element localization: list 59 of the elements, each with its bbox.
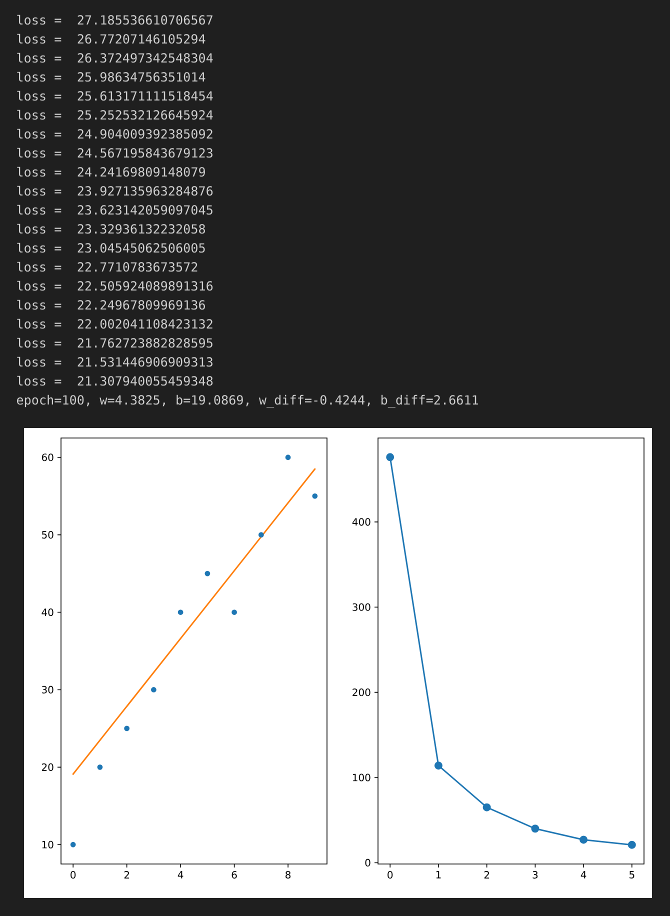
text: loss = 26.372497342548304 — [17, 52, 213, 63]
text: loss = 24.904009392385092 — [17, 128, 212, 139]
y-tick-label: 400 — [352, 518, 370, 526]
y-tick-label: 30 — [42, 686, 54, 694]
point — [386, 453, 394, 462]
text: loss = 24.24169809148079 — [17, 166, 205, 177]
y-tick-label: 100 — [352, 774, 370, 782]
point — [232, 610, 237, 615]
x-tick-label: 4 — [178, 871, 184, 878]
point — [150, 687, 156, 692]
x-tick-label: 6 — [232, 871, 237, 879]
text: loss = 22.002041108423132 — [17, 318, 212, 329]
point — [312, 493, 318, 499]
point — [285, 454, 291, 460]
y-tick-label: 60 — [42, 454, 54, 462]
text: loss = 23.927135963284876 — [17, 186, 213, 196]
point — [204, 570, 210, 576]
text: loss = 26.77207146105294 — [17, 34, 206, 44]
point — [178, 610, 184, 615]
text: loss = 27.185536610706567 — [17, 14, 212, 25]
y-tick-label: 300 — [352, 603, 370, 611]
text: loss = 23.32936132232058 — [17, 224, 206, 234]
text: epoch=100, w=4.3825, b=19.0869, w_diff=-0.4244, b_diff=2.6611 — [16, 394, 478, 408]
y-tick-label: 200 — [352, 688, 370, 696]
point — [124, 726, 130, 732]
point — [97, 764, 103, 770]
x-tick-label: 1 — [436, 871, 441, 878]
x-tick-label: 0 — [388, 871, 393, 879]
text: loss = 22.24967809969136 — [17, 300, 206, 310]
text: loss = 21.762723882828595 — [17, 338, 212, 348]
point — [258, 532, 264, 538]
text: loss = 23.04545062506005 — [17, 242, 205, 253]
x-tick-label: 4 — [580, 871, 586, 878]
text: loss = 25.252532126645924 — [17, 110, 213, 120]
x-tick-label: 8 — [286, 871, 291, 879]
text: loss = 25.613171111518454 — [17, 90, 213, 101]
y-tick-label: 50 — [42, 531, 54, 539]
y-tick-label: 20 — [42, 763, 54, 771]
text: loss = 21.531446906909313 — [17, 356, 212, 367]
y-tick-label: 0 — [365, 858, 370, 866]
text: loss = 21.307940055459348 — [17, 376, 213, 386]
point — [482, 803, 491, 812]
point — [70, 842, 76, 848]
y-tick-label: 40 — [42, 608, 54, 616]
x-tick-label: 2 — [124, 871, 130, 878]
x-tick-label: 3 — [532, 871, 538, 879]
point — [628, 840, 636, 849]
x-tick-label: 5 — [629, 871, 634, 878]
text: loss = 22.505924089891316 — [17, 280, 213, 291]
x-tick-label: 2 — [484, 871, 490, 878]
x-tick-label: 0 — [70, 871, 76, 879]
point — [434, 762, 442, 770]
text: loss = 23.623142059097045 — [17, 204, 212, 215]
text: loss = 24.567195843679123 — [17, 148, 212, 158]
point — [580, 836, 588, 844]
text: loss = 25.98634756351014 — [17, 72, 206, 82]
text: loss = 22.7710783673572 — [17, 262, 198, 272]
point — [531, 824, 540, 833]
y-tick-label: 10 — [42, 840, 54, 848]
